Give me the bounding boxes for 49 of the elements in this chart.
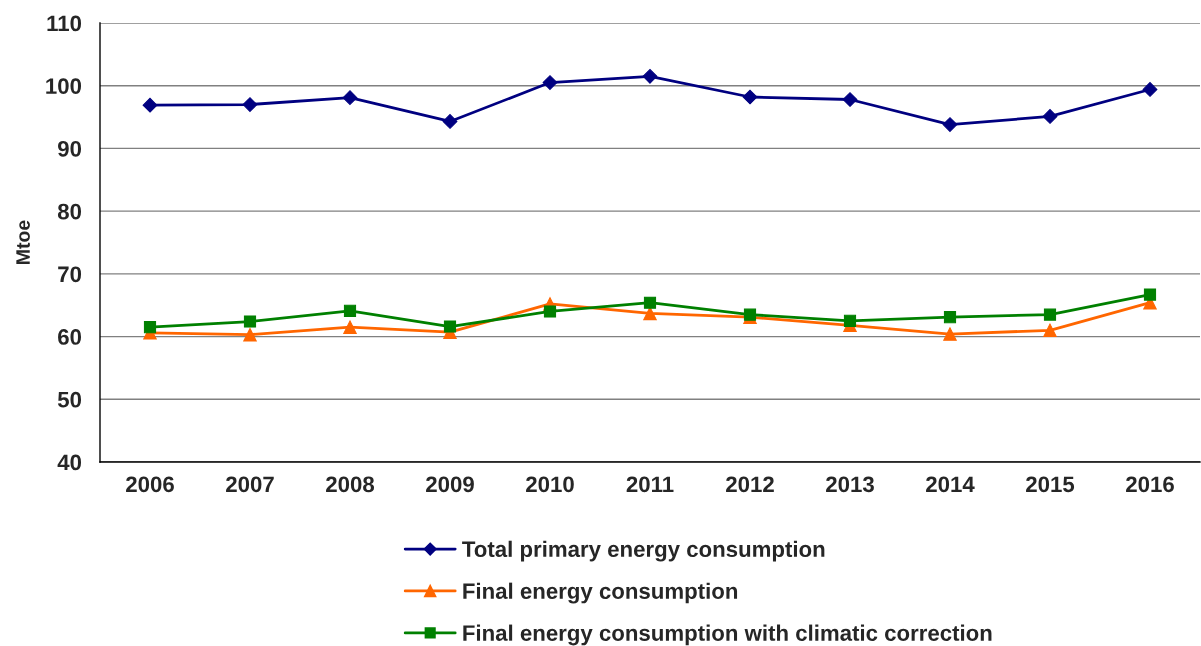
- x-tick-label: 2006: [126, 476, 174, 493]
- legend-label: Final energy consumption: [463, 582, 738, 604]
- y-tick-label: 80: [57, 203, 82, 220]
- point: [142, 97, 158, 113]
- legend-label: Total primary energy consumption: [462, 540, 825, 562]
- point: [543, 305, 557, 318]
- y-tick-label: 90: [58, 140, 82, 157]
- point: [343, 304, 357, 317]
- point: [1142, 82, 1158, 97]
- legend-label: Final energy consumption with climatic correction: [463, 624, 992, 646]
- point: [342, 90, 358, 106]
- x-tick-label: 2009: [426, 476, 474, 493]
- y-tick-label: 110: [47, 15, 82, 32]
- x-tick-label: 2016: [1126, 476, 1174, 493]
- point: [1043, 323, 1057, 338]
- x-tick-label: 2015: [1026, 476, 1075, 493]
- y-tick-label: 60: [58, 329, 82, 345]
- point: [242, 97, 258, 112]
- point: [942, 117, 958, 132]
- x-tick-label: 2007: [226, 476, 274, 493]
- point: [742, 89, 758, 105]
- x-tick-label: 2008: [326, 476, 375, 493]
- point: [442, 114, 458, 129]
- point: [542, 75, 558, 90]
- y-axis-title: Mtoe: [16, 220, 30, 264]
- point: [1143, 288, 1157, 301]
- point: [243, 327, 257, 342]
- y-tick-label: 50: [57, 391, 82, 408]
- point: [642, 68, 658, 84]
- y-tick-label: 100: [46, 78, 82, 94]
- point: [943, 327, 957, 341]
- point: [1043, 308, 1057, 321]
- x-tick-label: 2011: [626, 476, 674, 493]
- point: [143, 321, 157, 334]
- point: [643, 296, 657, 309]
- point: [1042, 109, 1058, 124]
- point: [643, 306, 657, 321]
- x-tick-label: 2010: [526, 476, 574, 493]
- point: [343, 320, 357, 334]
- x-tick-label: 2013: [826, 476, 874, 493]
- y-tick-label: 70: [58, 266, 82, 283]
- point: [843, 314, 857, 327]
- point: [943, 311, 957, 324]
- x-tick-label: 2012: [726, 476, 774, 493]
- point: [842, 92, 858, 107]
- y-tick-label: 40: [57, 454, 82, 471]
- x-tick-label: 2014: [926, 476, 975, 493]
- point: [443, 320, 457, 333]
- point: [243, 315, 257, 328]
